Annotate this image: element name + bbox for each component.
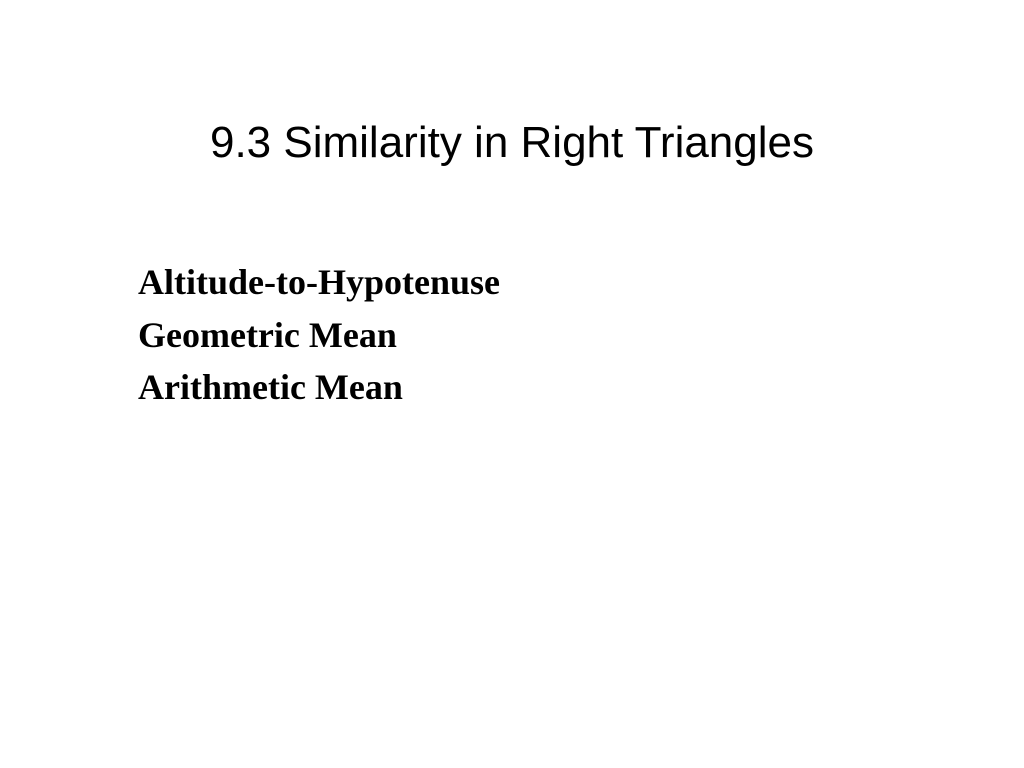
list-item: Arithmetic Mean	[138, 363, 500, 412]
slide-title: 9.3 Similarity in Right Triangles	[0, 118, 1024, 168]
content-list: Altitude-to-Hypotenuse Geometric Mean Ar…	[138, 258, 500, 416]
list-item: Geometric Mean	[138, 311, 500, 360]
list-item: Altitude-to-Hypotenuse	[138, 258, 500, 307]
